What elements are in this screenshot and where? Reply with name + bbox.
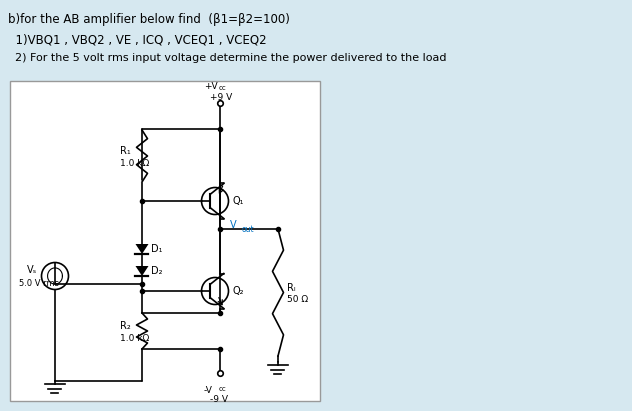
Text: cc: cc	[219, 386, 227, 392]
FancyBboxPatch shape	[10, 81, 320, 401]
Text: 50 Ω: 50 Ω	[287, 295, 308, 304]
Text: 1.0 kΩ: 1.0 kΩ	[120, 333, 149, 342]
Text: Vₛ: Vₛ	[27, 265, 37, 275]
Text: D₁: D₁	[151, 244, 162, 254]
Text: +V: +V	[204, 82, 217, 91]
Text: +9 V: +9 V	[210, 93, 232, 102]
Text: V: V	[230, 220, 236, 230]
Polygon shape	[135, 244, 149, 254]
Text: 2) For the 5 volt rms input voltage determine the power delivered to the load: 2) For the 5 volt rms input voltage dete…	[8, 53, 446, 63]
Text: b)for the AB amplifier below find  (β1=β2=100): b)for the AB amplifier below find (β1=β2…	[8, 13, 290, 26]
Text: -V: -V	[204, 386, 213, 395]
Text: cc: cc	[219, 85, 227, 91]
Text: Q₁: Q₁	[233, 196, 244, 206]
Text: D₂: D₂	[151, 266, 162, 276]
Text: R₂: R₂	[120, 321, 131, 331]
Polygon shape	[135, 266, 149, 276]
Text: out: out	[242, 224, 255, 233]
Text: 1)VBQ1 , VBQ2 , VE , ICQ , VCEQ1 , VCEQ2: 1)VBQ1 , VBQ2 , VE , ICQ , VCEQ1 , VCEQ2	[8, 33, 267, 46]
Text: R₁: R₁	[120, 146, 131, 156]
Text: Q₂: Q₂	[233, 286, 244, 296]
Text: -9 V: -9 V	[210, 395, 228, 404]
Text: Rₗ: Rₗ	[287, 282, 296, 293]
Text: 5.0 V rms: 5.0 V rms	[19, 279, 59, 288]
Text: 1.0 kΩ: 1.0 kΩ	[120, 159, 149, 168]
